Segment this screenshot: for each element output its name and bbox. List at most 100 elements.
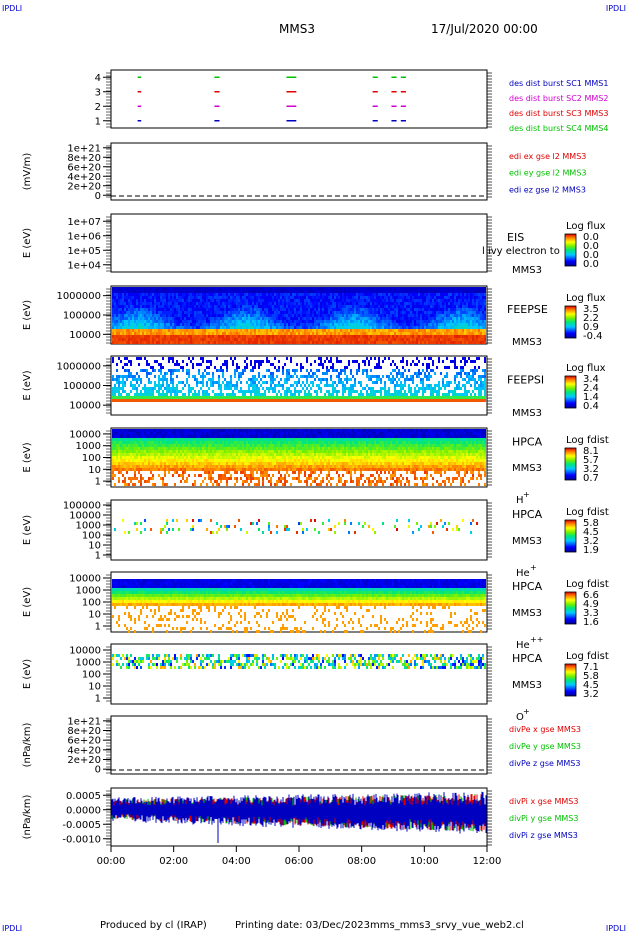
colorbar-tick-hpca_hepp: 1.6 — [583, 617, 599, 628]
colorbar-title-hpca_hepp: Log fdist — [566, 579, 609, 590]
y-tick-label-hpca_hepp: 10 — [88, 610, 101, 621]
colorbar-tick-hpca_hepp: 6.6 — [583, 590, 599, 601]
y-tick-label-hpca_o: 10 — [88, 682, 101, 693]
y-tick-label-feeps_i: 1000000 — [56, 361, 101, 372]
legend-entry-divpe: divPe z gse MMS3 — [509, 759, 580, 768]
instrument-label-hpca_he: HPCA — [512, 508, 543, 521]
y-tick-label-feeps_i: 100000 — [63, 381, 101, 392]
x-tick-label: 04:00 — [222, 856, 251, 867]
spacecraft-label-hpca_o: MMS3 — [512, 680, 542, 691]
colorbar-hpca_h — [564, 447, 577, 481]
colorbar-tick-feeps_e: 3.5 — [583, 304, 599, 315]
y-tick-label-hpca_he: 1000 — [76, 521, 101, 532]
y-tick-label-edi: 1e+21 — [67, 143, 101, 154]
legend-entry-divpe: divPe y gse MMS3 — [509, 742, 581, 751]
instrument-label-hpca_h: HPCA — [512, 436, 543, 449]
spacecraft-label-hpca_hepp: MMS3 — [512, 608, 542, 619]
y-tick-label-edi: 2e+20 — [67, 181, 101, 192]
colorbar-tick-hpca_o: 3.2 — [583, 689, 599, 700]
colorbar-tick-hpca_h: 8.1 — [583, 446, 599, 457]
legend-entry-burst: des dist burst SC2 MMS2 — [509, 94, 608, 103]
instrument-label-feeps_e: FEEPSE — [507, 303, 548, 316]
colorbar-tick-hpca_he: 3.2 — [583, 536, 599, 547]
y-tick-label-hpca_hepp: 1 — [95, 622, 101, 633]
x-tick-label: 00:00 — [97, 856, 126, 867]
species-charge-hpca_hepp: ++ — [530, 635, 543, 644]
spacecraft-label-eis: MMS3 — [512, 265, 542, 276]
mission-title: MMS3 — [279, 22, 315, 36]
panel-frame-eis — [110, 213, 488, 273]
colorbar-tick-feeps_i: 1.4 — [583, 392, 599, 403]
heatmap-cells-hpca_hepp — [112, 579, 486, 633]
y-axis-label-hpca_o: E (eV) — [22, 659, 33, 689]
legend-entry-divpi: divPi z gse MMS3 — [509, 831, 578, 840]
y-tick-label-eis: 1e+07 — [67, 217, 101, 228]
spacecraft-label-hpca_he: MMS3 — [512, 536, 542, 547]
y-tick-label-edi: 4e+20 — [67, 172, 101, 183]
y-tick-label-divpe: 0 — [95, 765, 101, 776]
y-tick-label-divpi: 0.0000 — [66, 805, 101, 816]
colorbar-tick-hpca_h: 5.7 — [583, 455, 599, 466]
colorbar-tick-hpca_o: 7.1 — [583, 662, 599, 673]
y-tick-label-burst: 4 — [95, 73, 101, 84]
footer-script-name: mms_mms3_srvy_vue_web2.cl — [370, 920, 524, 931]
colorbar-tick-hpca_hepp: 3.3 — [583, 608, 599, 619]
y-axis-label-divpe: (nPa/km) — [22, 723, 33, 768]
logo-bottom-right: IPDLI — [605, 924, 626, 933]
instrument-label-hpca_hepp: HPCA — [512, 580, 543, 593]
y-tick-label-divpe: 6e+20 — [67, 736, 101, 747]
spacecraft-label-hpca_h: MMS3 — [512, 463, 542, 474]
colorbar-tick-hpca_he: 5.8 — [583, 518, 599, 529]
y-tick-label-hpca_hepp: 1000 — [76, 586, 101, 597]
y-tick-label-divpe: 8e+20 — [67, 726, 101, 737]
panel-frame-hpca_he — [110, 499, 488, 561]
y-tick-label-divpe: 1e+21 — [67, 716, 101, 727]
y-tick-label-hpca_he: 1 — [95, 551, 101, 562]
legend-entry-edi: edi ey gse l2 MMS3 — [509, 169, 587, 178]
heatmap-cells-feeps_e — [112, 287, 486, 344]
logo-bottom-left: IPDLI — [2, 924, 23, 933]
colorbar-tick-hpca_h: 3.2 — [583, 464, 599, 475]
legend-entry-divpi: divPi x gse MMS3 — [509, 797, 578, 806]
colorbar-tick-eis: 0.0 — [583, 259, 599, 270]
colorbar-tick-feeps_e: 0.9 — [583, 322, 599, 333]
heatmap-cells-hpca_o — [112, 654, 486, 669]
y-tick-label-divpi: -0.0005 — [62, 820, 101, 831]
species-charge-hpca_o: + — [523, 707, 530, 716]
colorbar-title-feeps_e: Log flux — [566, 293, 606, 304]
y-tick-label-edi: 0 — [95, 191, 101, 202]
legend-entry-edi: edi ez gse l2 MMS3 — [509, 185, 586, 194]
y-tick-label-edi: 6e+20 — [67, 162, 101, 173]
colorbar-tick-feeps_i: 3.4 — [583, 374, 599, 385]
instrument-label-feeps_i: FEEPSI — [507, 374, 544, 387]
x-tick-label: 06:00 — [285, 856, 314, 867]
y-tick-label-burst: 2 — [95, 102, 101, 113]
colorbar-title-hpca_h: Log fdist — [566, 435, 609, 446]
colorbar-title-hpca_o: Log fdist — [566, 651, 609, 662]
species-label-hpca_o: O — [516, 712, 524, 723]
colorbar-eis — [564, 233, 577, 267]
colorbar-tick-eis: 0.0 — [583, 250, 599, 261]
y-tick-label-hpca_hepp: 100 — [82, 598, 101, 609]
panel-frame-hpca_o — [110, 643, 488, 705]
y-tick-label-divpi: -0.0010 — [62, 834, 101, 845]
y-axis-label-eis: E (eV) — [22, 228, 33, 258]
date-time: 17/Jul/2020 00:00 — [431, 22, 538, 36]
y-tick-label-hpca_he: 100000 — [63, 501, 101, 512]
heatmap-cells-hpca_h — [112, 429, 486, 486]
x-tick-label: 12:00 — [473, 856, 502, 867]
spacecraft-label-feeps_e: MMS3 — [512, 337, 542, 348]
y-tick-label-hpca_h: 100 — [82, 453, 101, 464]
y-tick-label-edi: 8e+20 — [67, 153, 101, 164]
y-axis-label-hpca_hepp: E (eV) — [22, 587, 33, 617]
colorbar-tick-hpca_h: 0.7 — [583, 473, 599, 484]
y-tick-label-burst: 1 — [95, 116, 101, 127]
instrument-label-eis: EIS — [507, 231, 524, 244]
panel-frame-divpe — [110, 715, 488, 775]
y-tick-label-divpi: 0.0005 — [66, 791, 101, 802]
legend-entry-divpi: divPi y gse MMS3 — [509, 814, 578, 823]
y-axis-label-hpca_he: E (eV) — [22, 515, 33, 545]
y-tick-label-hpca_h: 1000 — [76, 441, 101, 452]
y-tick-label-hpca_o: 1 — [95, 694, 101, 705]
y-tick-label-hpca_o: 10000 — [69, 646, 101, 657]
